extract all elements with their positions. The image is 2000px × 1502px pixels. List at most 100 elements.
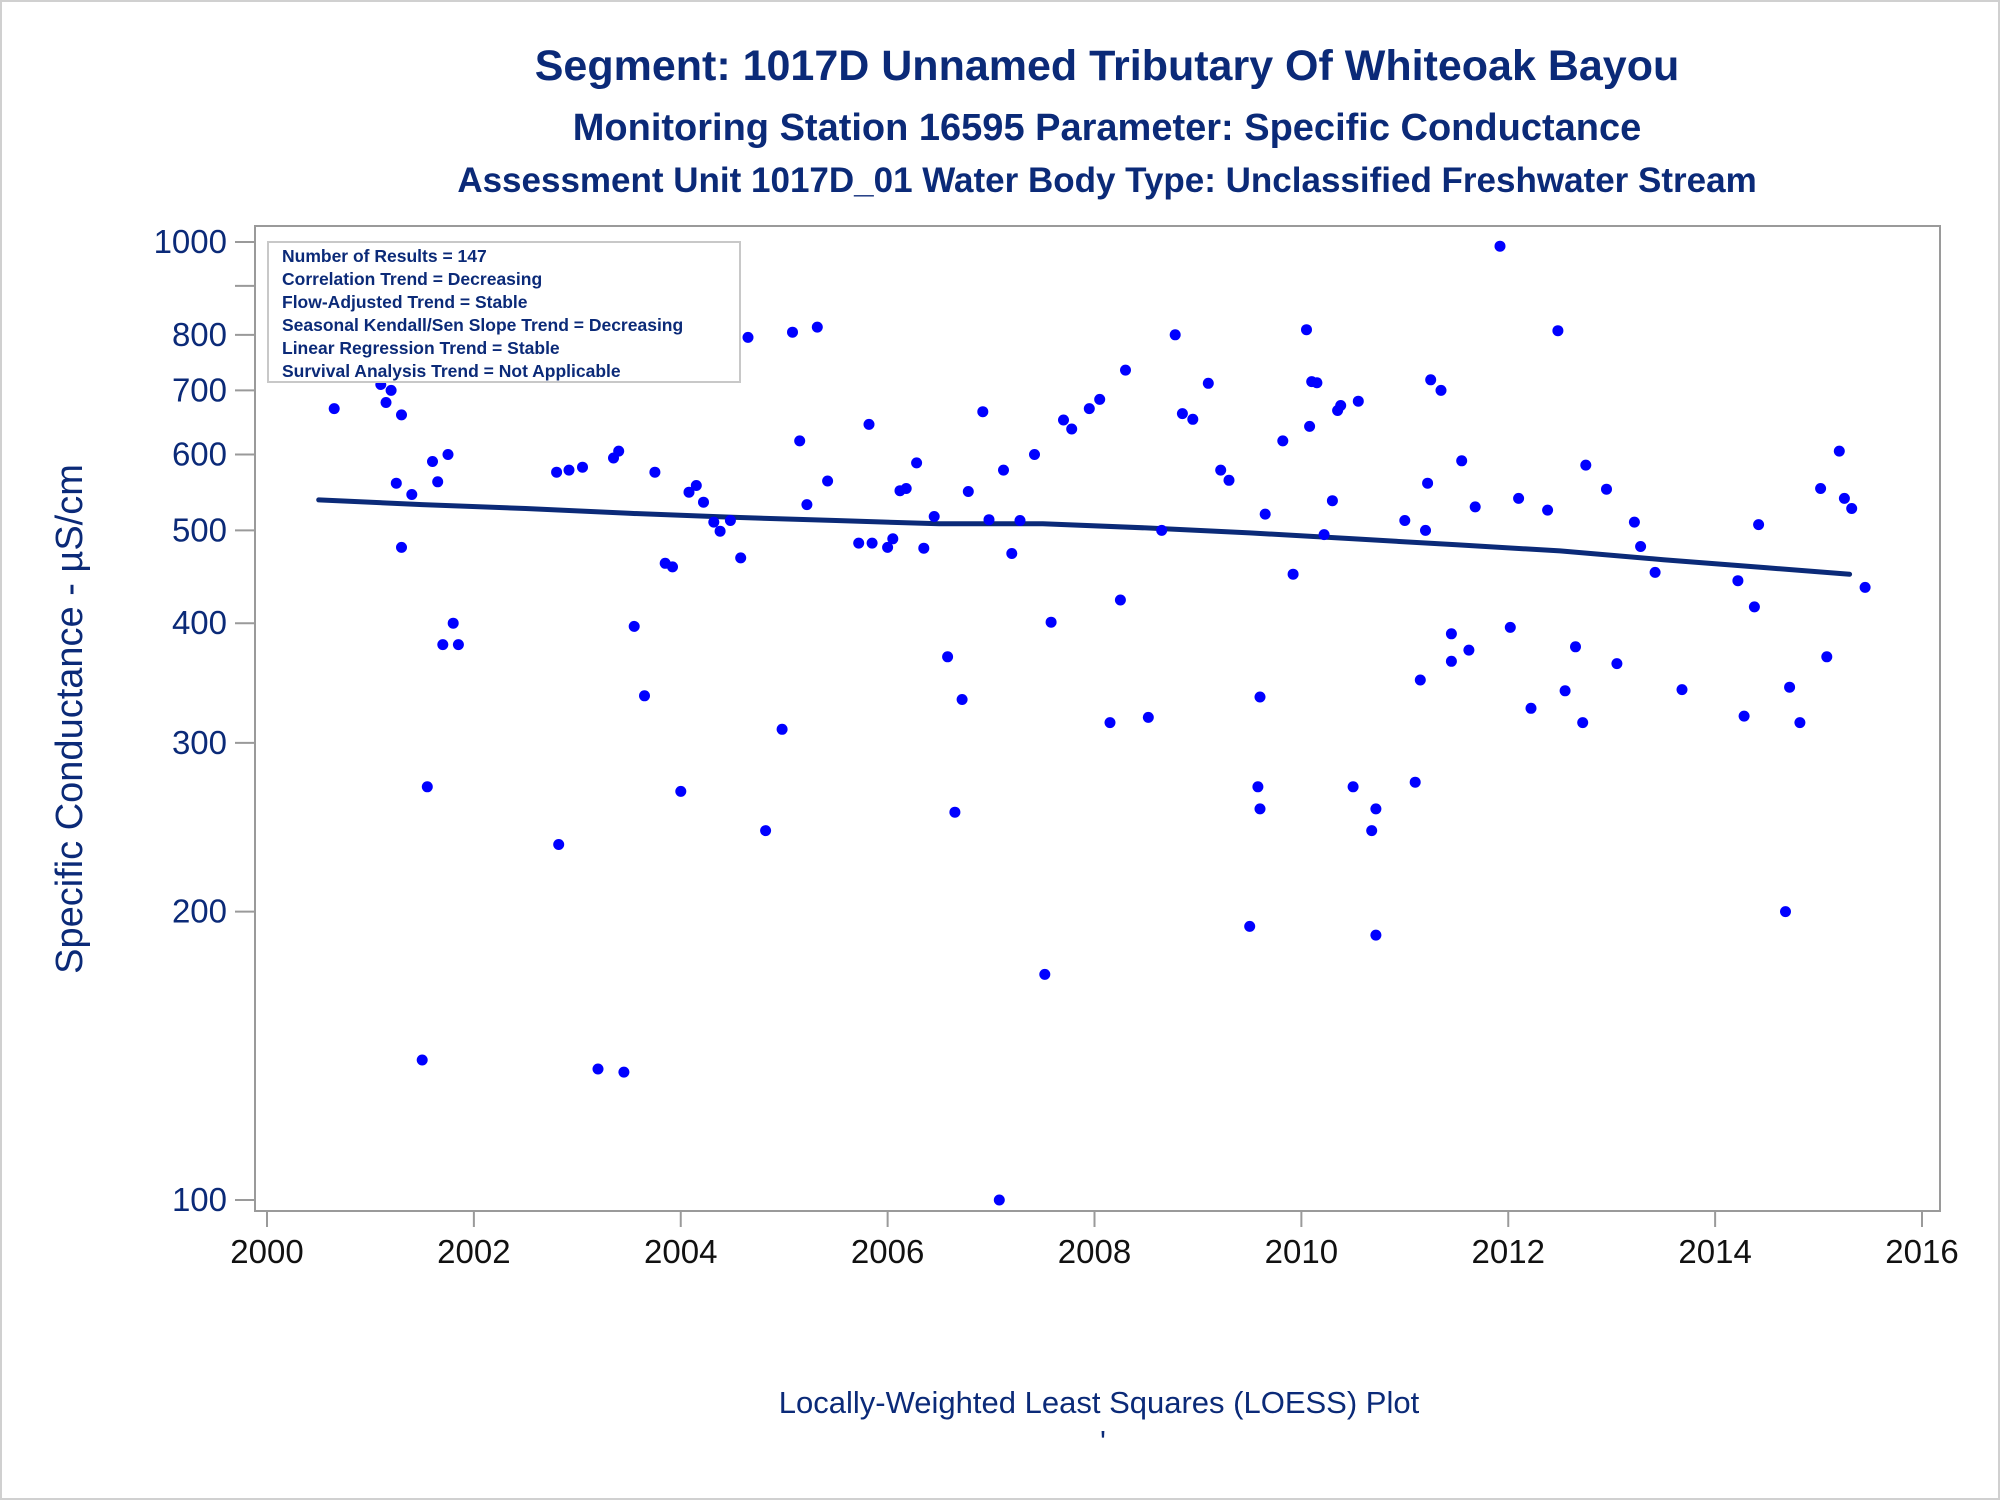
x-tick-label: 2016: [1885, 1233, 1958, 1270]
y-axis: 100 200 300 400 500 600 700 800 1000: [154, 223, 255, 1218]
data-point: [1748, 601, 1760, 613]
data-point: [390, 477, 402, 489]
data-point: [1780, 906, 1791, 918]
data-point: [1094, 393, 1106, 405]
data-point: [1326, 495, 1338, 507]
data-point: [385, 384, 397, 396]
data-point: [1142, 711, 1154, 723]
data-point: [442, 449, 454, 460]
data-point: [998, 464, 1009, 476]
data-point: [1370, 929, 1382, 941]
data-point: [1254, 803, 1266, 815]
data-point: [1628, 516, 1640, 528]
data-point: [760, 825, 772, 837]
y-tick-label: 600: [172, 436, 227, 473]
plot-area: [254, 225, 1941, 1212]
chart-footnote: Locally-Weighted Least Squares (LOESS) P…: [779, 1385, 1420, 1420]
data-point: [1202, 377, 1214, 389]
data-point: [1277, 435, 1289, 447]
data-point: [1821, 651, 1833, 663]
data-point: [900, 483, 912, 494]
data-point: [421, 781, 433, 793]
data-point: [1570, 641, 1581, 653]
stats-legend-line: Seasonal Kendall/Sen Slope Trend = Decre…: [282, 315, 683, 335]
chart-subtitle: Monitoring Station 16595 Parameter: Spec…: [573, 107, 1641, 149]
chart-subtitle-2: Assessment Unit 1017D_01 Water Body Type…: [457, 161, 1756, 200]
data-point: [882, 541, 894, 553]
data-point: [1577, 717, 1589, 729]
data-point: [1318, 529, 1330, 541]
data-point: [1559, 685, 1571, 697]
data-point: [649, 466, 661, 478]
y-tick-label: 700: [172, 371, 227, 408]
data-point: [1420, 524, 1431, 536]
data-point: [1815, 483, 1827, 494]
x-axis: 2000 2002 2004 2006 2008 2010 2012 2014 2016: [230, 1211, 1959, 1270]
stats-legend-line: Survival Analysis Trend = Not Applicable: [282, 361, 621, 381]
data-point: [1083, 403, 1095, 415]
data-point: [1753, 519, 1765, 531]
data-point: [1859, 581, 1871, 593]
data-point: [437, 639, 449, 651]
x-tick-label: 2006: [851, 1233, 924, 1270]
data-point: [853, 537, 865, 549]
data-point: [553, 839, 565, 850]
data-point: [1425, 374, 1437, 386]
data-point: [1259, 508, 1271, 520]
data-point: [1525, 702, 1537, 714]
loess-line: [316, 497, 1853, 577]
data-point: [1114, 594, 1126, 606]
data-point: [427, 456, 438, 467]
data-point: [1366, 825, 1378, 837]
data-point: [1833, 445, 1845, 457]
x-tick-label: 2014: [1678, 1233, 1751, 1270]
data-point: [1058, 414, 1069, 426]
data-point: [1463, 644, 1475, 656]
y-tick-label: 500: [172, 511, 227, 548]
data-point: [1732, 575, 1744, 587]
data-point: [735, 552, 747, 564]
stats-legend-box: [267, 241, 741, 383]
data-point: [1513, 492, 1525, 504]
data-point: [1156, 524, 1168, 536]
data-point: [1370, 803, 1382, 815]
data-point: [1311, 377, 1323, 389]
data-point: [432, 476, 444, 488]
data-point: [683, 486, 695, 498]
data-point: [447, 617, 459, 629]
data-point: [1494, 240, 1506, 252]
data-point: [1301, 324, 1312, 336]
data-point: [1215, 464, 1227, 476]
x-tick-label: 2012: [1472, 1233, 1545, 1270]
data-point: [1580, 459, 1592, 471]
data-point: [962, 486, 974, 497]
data-point: [1504, 621, 1516, 633]
data-point: [776, 723, 788, 735]
y-tick-label: 200: [172, 893, 227, 930]
data-point: [1456, 455, 1468, 467]
data-point: [1045, 616, 1057, 628]
data-point: [1252, 781, 1264, 793]
data-point: [993, 1194, 1005, 1206]
data-point: [956, 694, 968, 705]
data-point: [1409, 776, 1421, 788]
data-point: [742, 331, 754, 343]
data-point: [328, 403, 340, 415]
data-point: [618, 1066, 630, 1078]
chart-title: Segment: 1017D Unnamed Tributary Of Whit…: [535, 42, 1680, 90]
data-point: [1347, 781, 1359, 793]
data-point: [822, 475, 834, 487]
data-point: [380, 397, 392, 408]
data-point: [1223, 474, 1235, 486]
data-point: [1838, 492, 1850, 504]
x-tick-label: 2008: [1058, 1233, 1131, 1270]
data-point: [1846, 503, 1858, 514]
data-point: [1399, 515, 1411, 526]
data-point: [396, 409, 407, 421]
data-point: [1287, 568, 1299, 580]
data-point: [1738, 710, 1750, 722]
data-point: [628, 620, 640, 632]
data-point: [911, 457, 923, 469]
stats-legend-line: Linear Regression Trend = Stable: [282, 338, 560, 358]
